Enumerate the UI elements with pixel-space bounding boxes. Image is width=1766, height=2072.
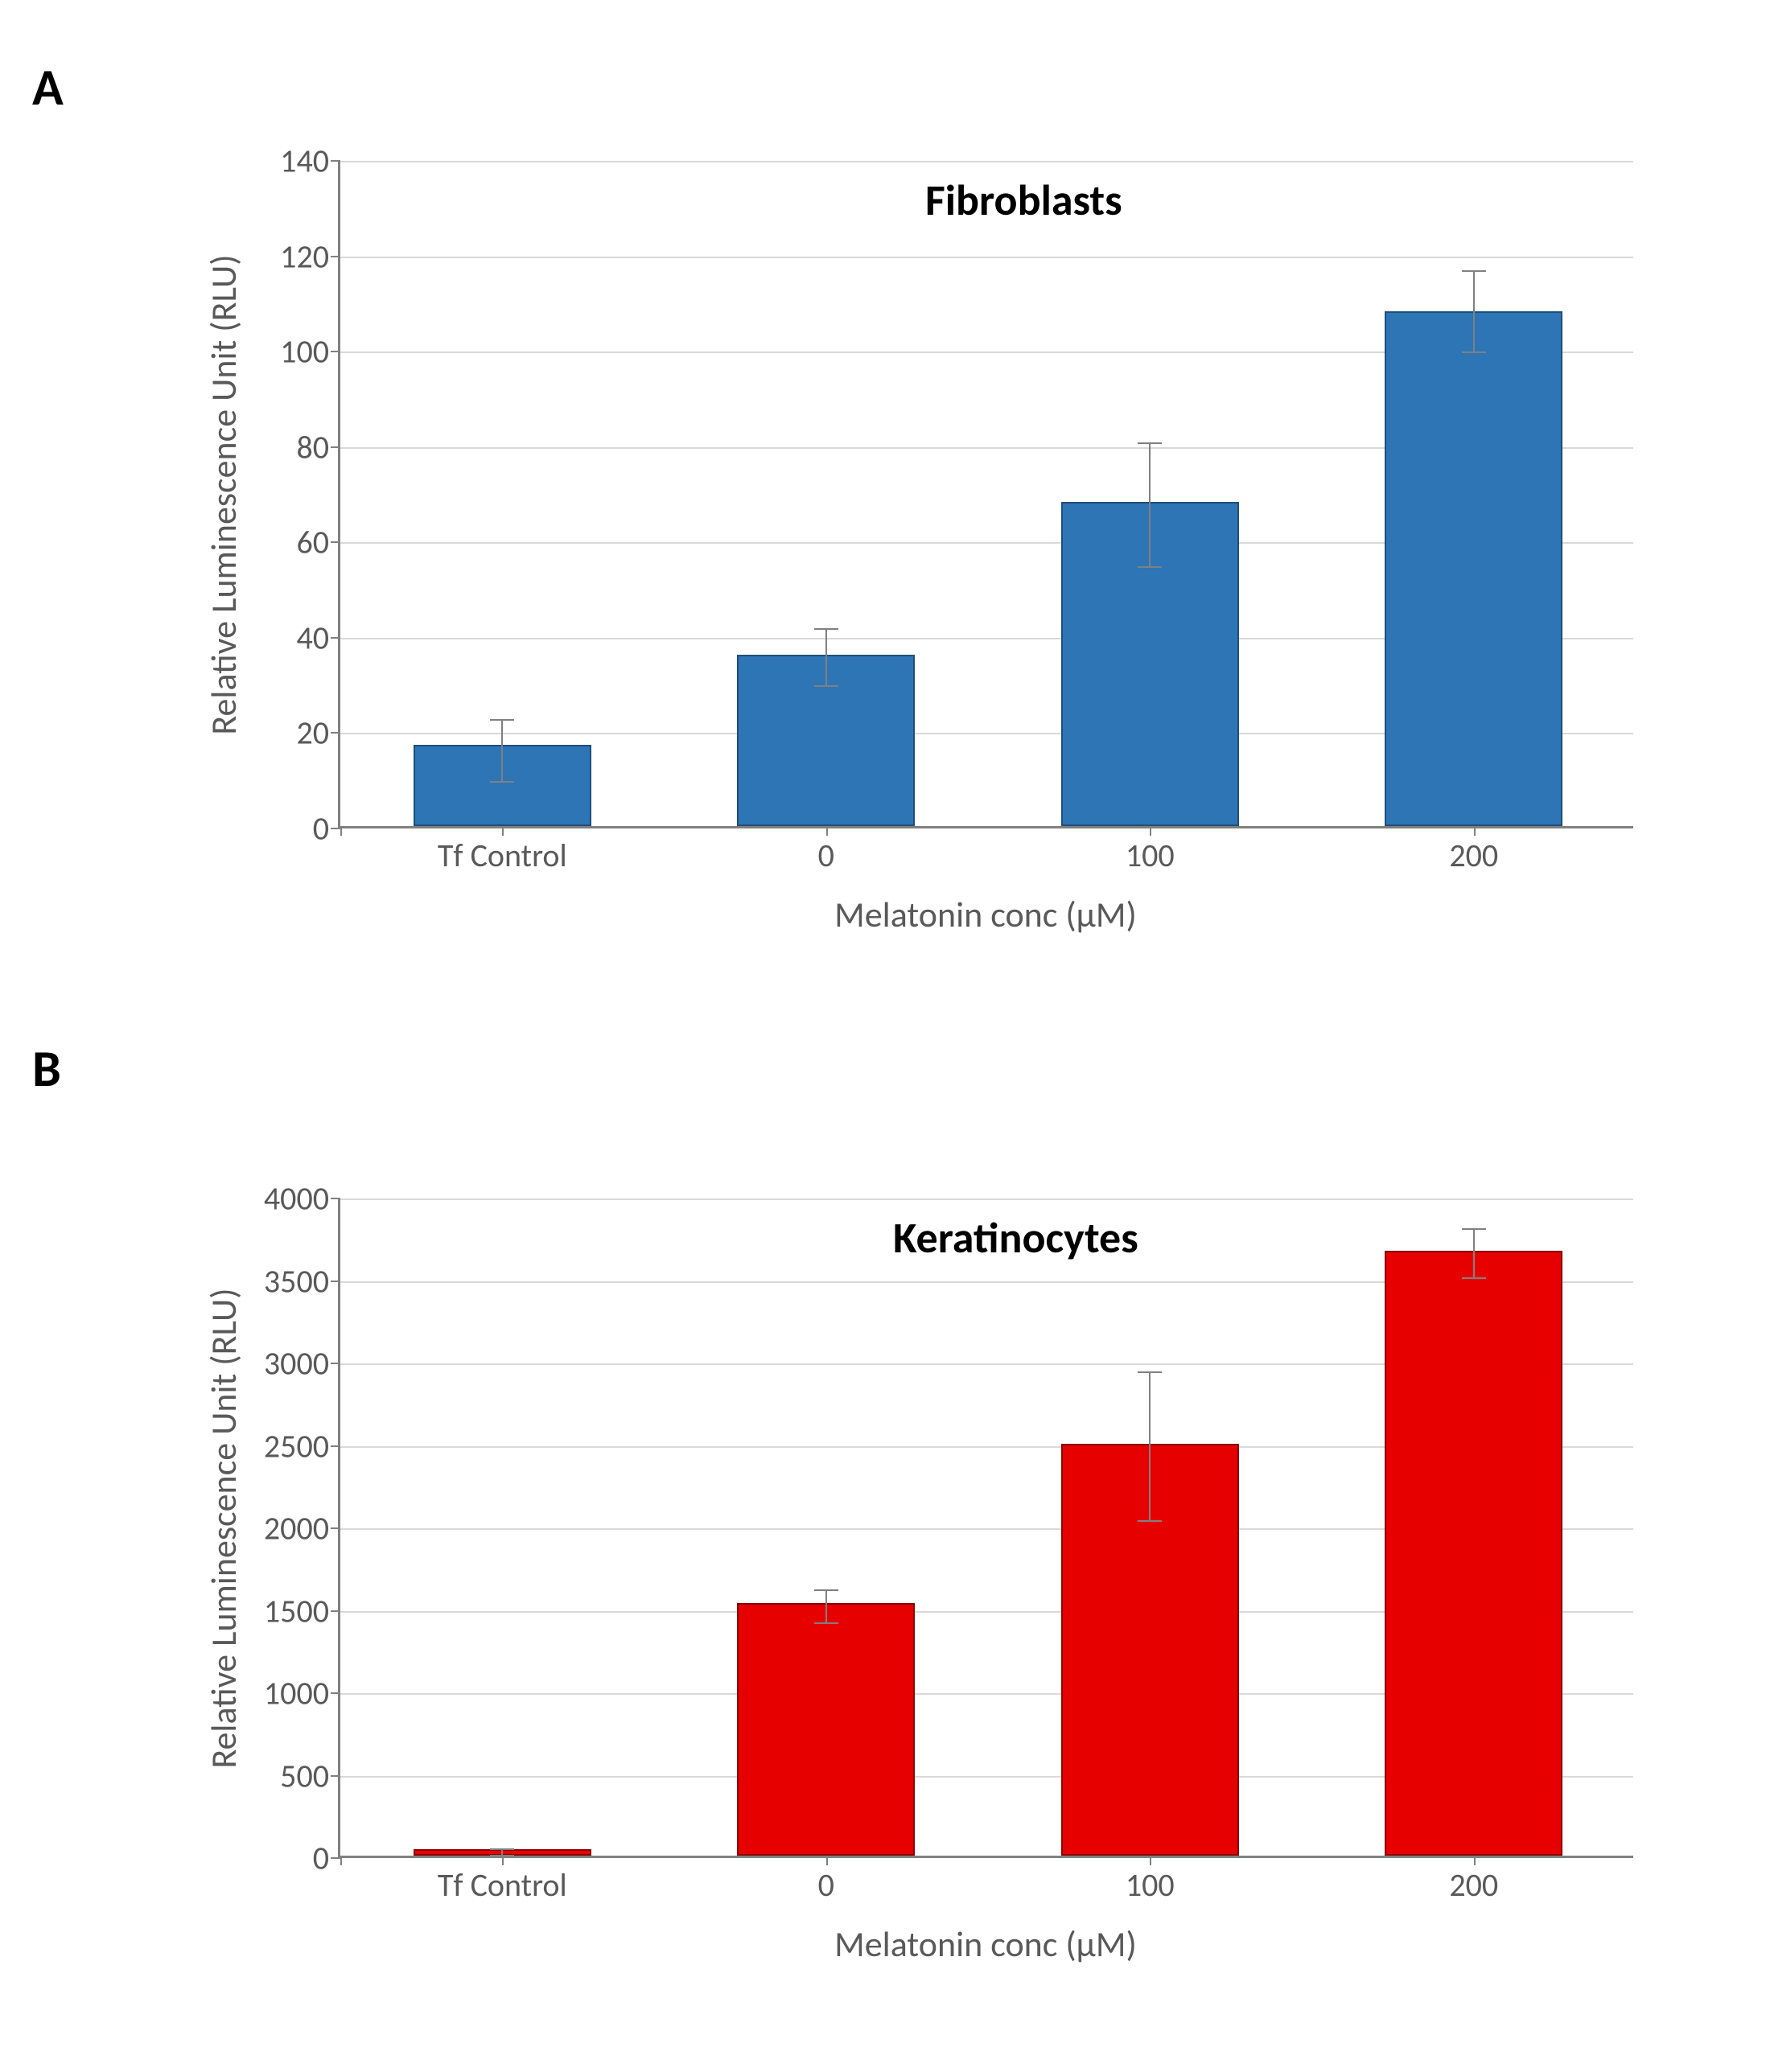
y-tick-label: 2500 — [264, 1426, 340, 1466]
x-tick-label: 100 — [1126, 826, 1175, 875]
gridline — [340, 161, 1633, 162]
chart-b-x-axis-title: Melatonin conc (µM) — [834, 1922, 1137, 1966]
x-tick-label: 100 — [1126, 1856, 1175, 1905]
x-tick-label: 200 — [1449, 826, 1498, 875]
x-tick-label: 0 — [818, 826, 834, 875]
chart-a-x-axis-title: Melatonin conc (µM) — [834, 893, 1137, 936]
y-tick-label: 3500 — [264, 1261, 340, 1301]
error-bar — [1149, 1371, 1151, 1520]
bar — [737, 1603, 915, 1856]
y-tick-label: 40 — [296, 618, 340, 657]
y-tick-label: 100 — [280, 332, 340, 372]
y-tick-label: 120 — [280, 236, 340, 276]
chart-b-y-axis-title: Relative Luminescence Unit (RLU) — [202, 1288, 245, 1768]
panel-b-label: B — [32, 1038, 61, 1100]
error-bar-cap — [1462, 1228, 1486, 1230]
x-tick-mark — [340, 826, 342, 836]
error-bar — [1473, 270, 1475, 352]
y-tick-label: 0 — [313, 1839, 340, 1878]
y-tick-label: 2000 — [264, 1509, 340, 1548]
gridline — [340, 1198, 1633, 1200]
y-tick-label: 0 — [313, 809, 340, 849]
y-tick-label: 3000 — [264, 1344, 340, 1383]
y-tick-label: 140 — [280, 142, 340, 181]
x-tick-label: Tf Control — [438, 1856, 567, 1905]
keratinocytes-chart: Keratinocytes 05001000150020002500300035… — [217, 1182, 1649, 1995]
error-bar — [1473, 1228, 1475, 1278]
panel-a-label: A — [32, 56, 64, 119]
error-bar — [1149, 442, 1151, 566]
chart-b-plot-area: 05001000150020002500300035004000Tf Contr… — [338, 1198, 1633, 1858]
error-bar — [825, 628, 827, 685]
error-bar-cap — [1462, 270, 1486, 272]
chart-a-plot-area: 020406080100120140Tf Control0100200 — [338, 161, 1633, 828]
bar — [1385, 1251, 1562, 1856]
y-tick-label: 80 — [296, 427, 340, 467]
error-bar-cap — [1462, 352, 1486, 353]
error-bar-cap — [814, 1622, 838, 1624]
x-tick-mark — [340, 1856, 342, 1865]
error-bar — [501, 719, 503, 781]
error-bar-cap — [490, 781, 514, 783]
error-bar-cap — [1138, 442, 1162, 444]
error-bar-cap — [814, 628, 838, 630]
x-tick-label: 200 — [1449, 1856, 1498, 1905]
error-bar-cap — [814, 1589, 838, 1591]
bar — [1385, 311, 1562, 826]
y-tick-label: 20 — [296, 713, 340, 753]
y-tick-label: 1000 — [264, 1674, 340, 1713]
y-tick-label: 500 — [280, 1756, 340, 1795]
chart-a-y-axis-title: Relative Luminescence Unit (RLU) — [202, 254, 245, 734]
fibroblasts-chart: Fibroblasts 020406080100120140Tf Control… — [217, 145, 1649, 965]
error-bar-cap — [1138, 1371, 1162, 1373]
error-bar-cap — [1462, 1277, 1486, 1279]
error-bar-cap — [490, 719, 514, 721]
page: A Fibroblasts 020406080100120140Tf Contr… — [0, 0, 1766, 2072]
gridline — [340, 257, 1633, 258]
error-bar-cap — [1138, 566, 1162, 568]
error-bar-cap — [1138, 1520, 1162, 1522]
error-bar-cap — [814, 685, 838, 687]
x-tick-label: Tf Control — [438, 826, 567, 875]
x-tick-label: 0 — [818, 1856, 834, 1905]
y-tick-label: 4000 — [264, 1179, 340, 1219]
y-tick-label: 1500 — [264, 1591, 340, 1630]
error-bar-cap — [490, 1848, 514, 1850]
error-bar — [825, 1589, 827, 1622]
y-tick-label: 60 — [296, 523, 340, 562]
